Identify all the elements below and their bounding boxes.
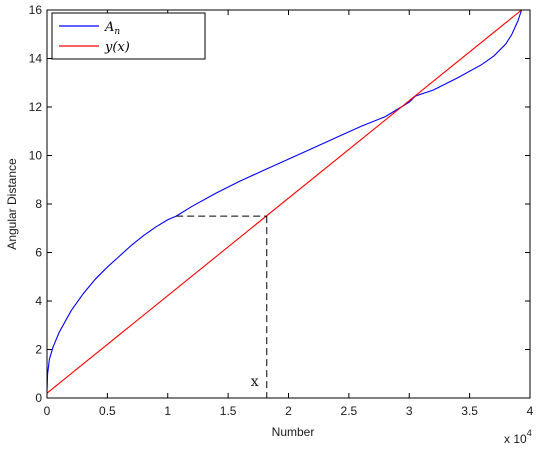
x-tick-label: 1 [164, 404, 171, 418]
y-tick-label: 14 [29, 52, 43, 66]
x-tick-label: 1.5 [220, 404, 237, 418]
x-axis-multiplier: x 104 [504, 428, 532, 446]
x-tick-label: 0.5 [99, 404, 116, 418]
y-axis-ticks: 0 2 4 6 8 10 12 14 16 [29, 3, 530, 405]
series-line-y-x [46, 9, 522, 394]
x-tick-label: 4 [527, 404, 534, 418]
legend-label-a-n: An [104, 20, 120, 37]
x-tick-label: 2 [285, 404, 292, 418]
y-axis-label: Angular Distance [5, 158, 19, 250]
series-line-a-n [46, 9, 523, 391]
x-tick-label: 2.5 [341, 404, 358, 418]
y-tick-label: 4 [35, 294, 42, 308]
plot-area: x [46, 9, 523, 398]
y-tick-label: 16 [29, 3, 43, 17]
y-tick-label: 8 [35, 197, 42, 211]
x-axis-ticks: 0 0.5 1 1.5 2 2.5 3 3.5 4 [44, 10, 534, 418]
x-tick-label: 0 [44, 404, 51, 418]
annotation-label-x: x [251, 374, 259, 390]
x-tick-label: 3.5 [461, 404, 478, 418]
legend-box [51, 12, 206, 60]
y-tick-label: 10 [29, 149, 43, 163]
y-tick-label: 12 [29, 100, 43, 114]
legend-label-y-x: y(x) [104, 40, 130, 55]
y-tick-label: 6 [35, 246, 42, 260]
y-tick-label: 2 [35, 343, 42, 357]
x-tick-label: 3 [406, 404, 413, 418]
legend: An y(x) [51, 12, 206, 60]
x-axis-label: Number [272, 425, 315, 439]
y-tick-label: 0 [35, 391, 42, 405]
axes-frame [46, 9, 531, 399]
